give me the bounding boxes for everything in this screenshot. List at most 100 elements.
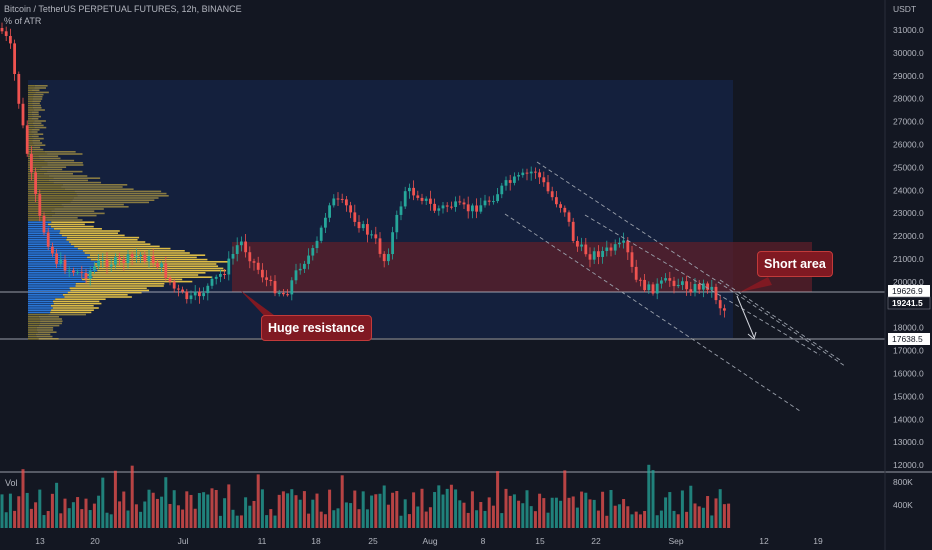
volume-bar (55, 482, 59, 528)
candle-body (689, 289, 693, 293)
price-tick-label: 16000.0 (893, 369, 924, 379)
profile-bar (28, 100, 33, 102)
candle-body (613, 244, 617, 251)
volume-bar (668, 492, 672, 528)
volume-bar (168, 503, 172, 528)
profile-bar (90, 254, 206, 256)
profile-bar (28, 162, 48, 164)
profile-bar (28, 245, 75, 248)
volume-bar (160, 496, 164, 528)
candle-body (290, 280, 294, 295)
volume-bar (311, 499, 315, 528)
candle-body (395, 214, 399, 233)
profile-bar (72, 199, 155, 201)
profile-bar (28, 335, 37, 338)
candle-body (672, 280, 676, 287)
profile-bar (33, 96, 43, 98)
time-tick-label: 11 (258, 536, 267, 546)
candle-body (130, 254, 134, 258)
profile-bar (28, 333, 36, 336)
candle-body (315, 240, 319, 249)
candle-body (84, 273, 88, 279)
candle-body (567, 212, 571, 222)
volume-bar (496, 471, 500, 528)
profile-bar (32, 104, 42, 107)
profile-bar (28, 269, 98, 272)
volume-bar (575, 507, 579, 528)
profile-bar (50, 311, 92, 314)
indicator-label[interactable]: % of ATR (4, 16, 42, 26)
volume-bar (554, 497, 558, 528)
profile-bar (28, 153, 48, 155)
profile-bar (34, 144, 46, 146)
resistance-callout[interactable]: Huge resistance (261, 315, 372, 341)
profile-bar (28, 87, 35, 89)
candle-body (240, 241, 243, 246)
short-area-callout[interactable]: Short area (757, 251, 833, 277)
profile-bar (32, 102, 40, 105)
volume-bar (500, 513, 504, 528)
profile-bar (28, 320, 41, 322)
profile-bar (28, 285, 76, 287)
profile-bar (64, 188, 134, 190)
profile-bar (28, 170, 48, 173)
volume-bar (491, 505, 495, 528)
candle-body (450, 206, 453, 208)
profile-bar (62, 184, 128, 186)
time-tick-label: 8 (481, 536, 486, 546)
time-axis-ticks: 13 20 Jul 11 18 25 Aug 8 15 22 Sep 12 19 (35, 536, 823, 546)
candle-body (332, 198, 336, 206)
volume-bar (46, 511, 50, 528)
profile-bar (38, 324, 60, 327)
candle-body (622, 240, 625, 243)
profile-bar (90, 272, 206, 274)
profile-bar (28, 305, 51, 307)
volume-bar (391, 492, 395, 528)
profile-bar (33, 109, 45, 111)
profile-bar (39, 168, 63, 171)
profile-bar (28, 190, 75, 193)
volume-bar (281, 491, 285, 528)
volume-bar (521, 503, 525, 528)
profile-bar (44, 151, 76, 153)
time-tick-label: 25 (368, 536, 378, 546)
candle-body (458, 201, 462, 203)
profile-bar (28, 164, 48, 166)
profile-bar (31, 131, 38, 133)
candle-body (59, 259, 63, 264)
profile-bar (28, 151, 45, 153)
profile-bar (48, 175, 88, 177)
price-tick-label: 21000.0 (893, 254, 924, 264)
profile-bar (41, 166, 67, 168)
profile-bar (28, 311, 51, 314)
candle-body (126, 254, 130, 264)
profile-bar (47, 153, 83, 155)
candle-body (277, 292, 281, 294)
time-tick-label: 12 (759, 536, 769, 546)
profile-bar (77, 195, 169, 197)
candle-body (105, 259, 109, 267)
candle-body (214, 276, 218, 279)
symbol-title[interactable]: Bitcoin / TetherUS PERPETUAL FUTURES, 12… (4, 4, 242, 14)
volume-bar (164, 477, 168, 528)
candle-body (282, 292, 285, 295)
profile-bar (60, 230, 120, 232)
volume-bar (689, 485, 693, 528)
candle-body (286, 294, 289, 296)
candle-body (702, 283, 705, 290)
candle-body (517, 175, 520, 177)
time-tick-label: 22 (591, 536, 601, 546)
target-arrow (736, 295, 755, 338)
profile-bar (47, 164, 84, 166)
profile-bar (70, 289, 150, 292)
volume-bar (697, 506, 701, 528)
candle-body (336, 198, 340, 200)
candle-body (303, 263, 306, 269)
volume-bar (693, 503, 697, 528)
candle-body (714, 286, 718, 301)
candle-body (76, 272, 79, 274)
profile-bar (35, 91, 49, 94)
volume-bar (487, 497, 491, 528)
profile-bar (52, 307, 99, 309)
